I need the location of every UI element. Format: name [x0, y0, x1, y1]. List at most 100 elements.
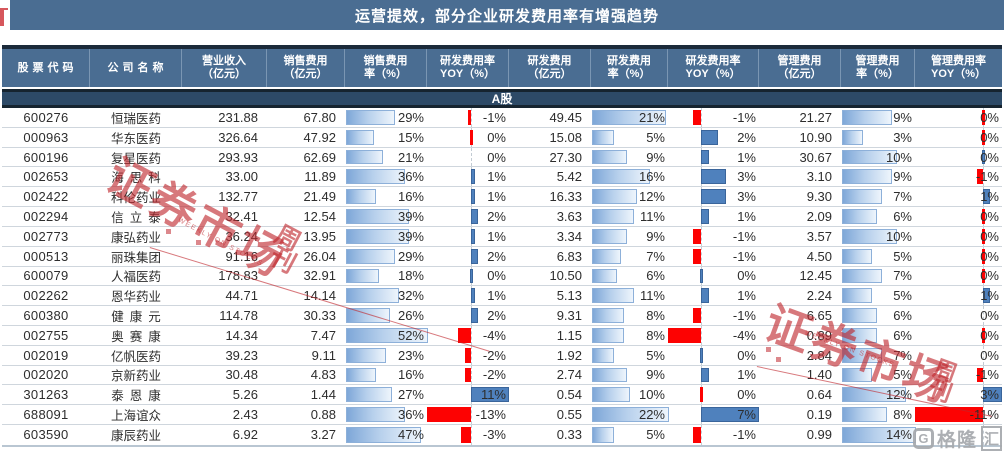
table-row-600196: 600196 复星医药 293.93 62.69 21% 0% 27.30 9% 1% 30.67…: [2, 147, 1002, 168]
cell-selling-expense-rate: 18%: [345, 267, 427, 286]
cell-selling-rate-yoy: 1%: [427, 167, 509, 187]
cell-rd-expense-rate: 16%: [591, 167, 668, 186]
positive-bar: [701, 367, 710, 383]
data-bar: [592, 288, 634, 304]
cell-mgmt-expense: 30.67: [799, 149, 832, 165]
data-bar: [592, 110, 666, 125]
watermark-corner-fragment: [0, 8, 8, 26]
positive-bar: [983, 387, 1002, 403]
cell-value: 36%: [397, 169, 424, 185]
cell-mgmt-rate-yoy: -1%: [915, 365, 1002, 385]
cell-value: 5%: [646, 129, 665, 145]
cell-value: 1%: [737, 367, 756, 383]
data-bar: [842, 129, 863, 145]
zero-tick: [982, 129, 986, 145]
cell-value: 26%: [397, 308, 424, 324]
table-row-600079: 600079 人福医药 178.83 32.91 18% 0% 10.50 6% 0% 12.45…: [2, 266, 1002, 287]
column-header-3: 营业收入 （亿元）: [182, 49, 267, 87]
cell-mgmt-expense: 12.45: [799, 268, 832, 284]
cell-company-name: 海思科: [111, 171, 167, 186]
cell-stock-code: 002773: [23, 228, 69, 244]
cell-mgmt-expense: 0.99: [806, 427, 832, 443]
cell-rd-expense-rate: 22%: [591, 405, 669, 424]
cell-value: 12%: [638, 189, 665, 205]
cell-value: 3%: [737, 169, 756, 185]
data-bar: [842, 387, 907, 403]
cell-selling-expense-rate: 26%: [345, 306, 427, 325]
cell-company-name: 康弘药业: [110, 230, 161, 245]
cell-mgmt-rate-yoy: 0%: [915, 127, 1002, 147]
cell-rd-rate-yoy: -1%: [668, 246, 759, 266]
data-bar: [592, 248, 621, 264]
cell-value: 0%: [737, 387, 756, 403]
column-header-12: 管理费用率 YOY（%）: [930, 55, 986, 80]
cell-value: -1%: [732, 308, 756, 324]
title-bar: 运营提效，部分企业研发费用率有增强趋势: [10, 0, 1004, 30]
cell-value: 2%: [487, 308, 506, 324]
cell-rd-rate-yoy: 7%: [668, 405, 759, 424]
table-row-000963: 000963 华东医药 326.64 47.92 15% 0% 15.08 5% 2% 10.90…: [2, 127, 1002, 148]
zero-axis-line: [701, 246, 703, 266]
cell-rd-expense-rate: 5%: [591, 425, 668, 445]
cell-company-name: 亿帆医药: [110, 349, 161, 364]
cell-selling-expense-rate: 23%: [345, 346, 427, 365]
cell-company-name: 华东医药: [110, 131, 161, 146]
data-bar: [346, 367, 376, 383]
cell-value: 1%: [737, 149, 756, 165]
cell-value: 1%: [980, 288, 999, 304]
cell-selling-expense: 62.69: [303, 149, 336, 165]
cell-mgmt-expense: 3.57: [806, 228, 832, 244]
cell-value: 11%: [480, 387, 506, 403]
cell-selling-rate-yoy: -13%: [427, 405, 509, 424]
cell-rd-expense: 49.45: [549, 109, 582, 125]
cell-revenue: 36.24: [225, 228, 258, 244]
data-bar: [842, 268, 882, 284]
data-bar: [346, 288, 399, 304]
data-bar: [592, 308, 624, 323]
cell-rd-expense: 0.33: [556, 427, 582, 443]
cell-mgmt-expense-rate: 5%: [841, 286, 915, 305]
zero-tick: [700, 347, 704, 363]
cell-value: 7%: [737, 407, 756, 423]
cell-value: 9%: [646, 367, 665, 383]
data-bar: [346, 407, 405, 422]
cell-selling-expense: 21.49: [303, 189, 336, 205]
cell-mgmt-rate-yoy: 0%: [915, 108, 1002, 127]
cell-rd-rate-yoy: -1%: [668, 425, 759, 445]
cell-revenue: 326.64: [218, 129, 258, 145]
data-bar: [842, 367, 873, 383]
data-bar: [842, 308, 878, 323]
cell-value: -1%: [732, 109, 756, 125]
cell-selling-rate-yoy: -1%: [427, 108, 509, 127]
market-section-label: A股: [491, 92, 513, 106]
zero-axis-line: [701, 306, 703, 325]
cell-value: 6%: [893, 208, 912, 224]
gelonghui-logo: G 格隆 汇: [912, 425, 1002, 452]
cell-selling-rate-yoy: -2%: [427, 345, 509, 365]
zero-axis-line: [983, 306, 985, 325]
cell-selling-expense: 3.27: [310, 427, 336, 443]
data-bar: [346, 427, 421, 443]
data-bar: [592, 129, 615, 145]
column-header-10: 管理费用 （亿元）: [759, 49, 841, 87]
cell-value: -1%: [975, 367, 999, 383]
cell-rd-expense: 5.42: [556, 169, 582, 185]
table-row-002653: 002653 海思科 33.00 11.89 36% 1% 5.42 16% 3% 3.10 9% -…: [2, 167, 1002, 188]
cell-value: 0%: [980, 308, 999, 324]
cell-selling-expense: 4.83: [310, 367, 336, 383]
cell-selling-rate-yoy: -2%: [427, 365, 509, 385]
zero-tick: [982, 228, 986, 244]
cell-mgmt-rate-yoy: 3%: [915, 385, 1002, 405]
positive-bar: [701, 129, 718, 145]
zero-axis-line: [471, 325, 473, 345]
cell-value: 3%: [893, 129, 912, 145]
cell-mgmt-expense-rate: 3%: [841, 128, 915, 147]
cell-mgmt-expense-rate: 6%: [841, 207, 915, 226]
cell-selling-expense-rate: 27%: [345, 385, 427, 404]
cell-selling-rate-yoy: -3%: [427, 425, 509, 445]
cell-revenue: 33.00: [225, 169, 258, 185]
cell-selling-expense-rate: 16%: [345, 366, 427, 385]
cell-value: 39%: [397, 208, 424, 224]
cell-stock-code: 688091: [23, 407, 69, 423]
